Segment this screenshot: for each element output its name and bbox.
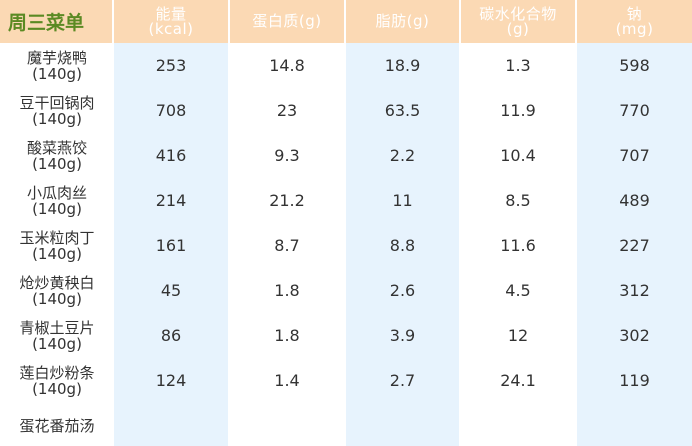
protein-value: 23 [230,88,346,133]
header-energy-line2: (kcal) [148,19,194,38]
dish-weight: (140g) [32,244,82,263]
header-fat-line1: 脂肪(g) [375,12,430,30]
menu-title: 周三菜单 [0,0,114,43]
carb-value: 12 [461,313,577,358]
fat-value: 11 [346,178,461,223]
fat-value: 8.8 [346,223,461,268]
dish-weight: (140g) [32,109,82,128]
dish-name: 魔芋烧鸭 [26,48,87,67]
protein-value: 9.3 [230,133,346,178]
protein-value: 8.7 [230,223,346,268]
dish-name-cell: 豆干回锅肉 (140g) [0,88,114,133]
dish-weight: (140g) [32,379,82,398]
dish-name: 炝炒黄秧白 [19,273,95,292]
header-carb: 碳水化合物 (g) [461,0,577,43]
fat-value: 18.9 [346,43,461,88]
fat-value: 63.5 [346,88,461,133]
header-protein-line1: 蛋白质(g) [252,12,322,30]
energy-value: 124 [114,358,230,403]
carb-value: 11.6 [461,223,577,268]
energy-value: 253 [114,43,230,88]
carb-value: 4.5 [461,268,577,313]
sodium-value: 598 [577,43,692,88]
protein-value: 1.8 [230,313,346,358]
protein-value [230,403,346,446]
sodium-value [577,403,692,446]
header-sodium: 钠 (mg) [577,0,692,43]
fat-value: 2.6 [346,268,461,313]
energy-value: 45 [114,268,230,313]
carb-value: 8.5 [461,178,577,223]
carb-value [461,403,577,446]
energy-value: 416 [114,133,230,178]
dish-name: 豆干回锅肉 [19,93,95,112]
carb-value: 1.3 [461,43,577,88]
dish-name-cell: 炝炒黄秧白 (140g) [0,268,114,313]
fat-value [346,403,461,446]
dish-weight: (140g) [32,289,82,308]
dish-weight: (140g) [32,334,82,353]
header-carb-line1: 碳水化合物 [479,4,557,23]
dish-name: 青椒土豆片 [19,318,95,337]
dish-weight: (140g) [32,64,82,83]
energy-value: 708 [114,88,230,133]
dish-name-cell: 玉米粒肉丁 (140g) [0,223,114,268]
energy-value [114,403,230,446]
dish-name-cell: 莲白炒粉条 (140g) [0,358,114,403]
sodium-value: 119 [577,358,692,403]
header-sodium-line2: (mg) [615,19,654,38]
dish-name: 蛋花番茄汤 [19,416,95,435]
dish-name-cell: 酸菜燕饺 (140g) [0,133,114,178]
protein-value: 1.8 [230,268,346,313]
dish-name-cell: 魔芋烧鸭 (140g) [0,43,114,88]
sodium-value: 770 [577,88,692,133]
fat-value: 3.9 [346,313,461,358]
energy-value: 214 [114,178,230,223]
energy-value: 161 [114,223,230,268]
protein-value: 21.2 [230,178,346,223]
dish-name: 莲白炒粉条 [19,363,95,382]
header-energy: 能量 (kcal) [114,0,230,43]
dish-name-cell: 小瓜肉丝 (140g) [0,178,114,223]
dish-name-cell: 蛋花番茄汤 [0,403,114,446]
dish-name: 小瓜肉丝 [26,183,87,202]
carb-value: 11.9 [461,88,577,133]
sodium-value: 227 [577,223,692,268]
dish-weight: (140g) [32,154,82,173]
sodium-value: 707 [577,133,692,178]
dish-name: 酸菜燕饺 [26,138,87,157]
header-carb-line2: (g) [506,19,530,38]
dish-weight: (140g) [32,199,82,218]
sodium-value: 489 [577,178,692,223]
header-fat: 脂肪(g) [346,0,461,43]
protein-value: 14.8 [230,43,346,88]
fat-value: 2.2 [346,133,461,178]
header-energy-line1: 能量 [155,4,187,23]
energy-value: 86 [114,313,230,358]
header-sodium-line1: 钠 [626,4,643,23]
carb-value: 24.1 [461,358,577,403]
protein-value: 1.4 [230,358,346,403]
sodium-value: 312 [577,268,692,313]
dish-name: 玉米粒肉丁 [19,228,95,247]
dish-name-cell: 青椒土豆片 (140g) [0,313,114,358]
fat-value: 2.7 [346,358,461,403]
sodium-value: 302 [577,313,692,358]
header-protein: 蛋白质(g) [230,0,346,43]
carb-value: 10.4 [461,133,577,178]
